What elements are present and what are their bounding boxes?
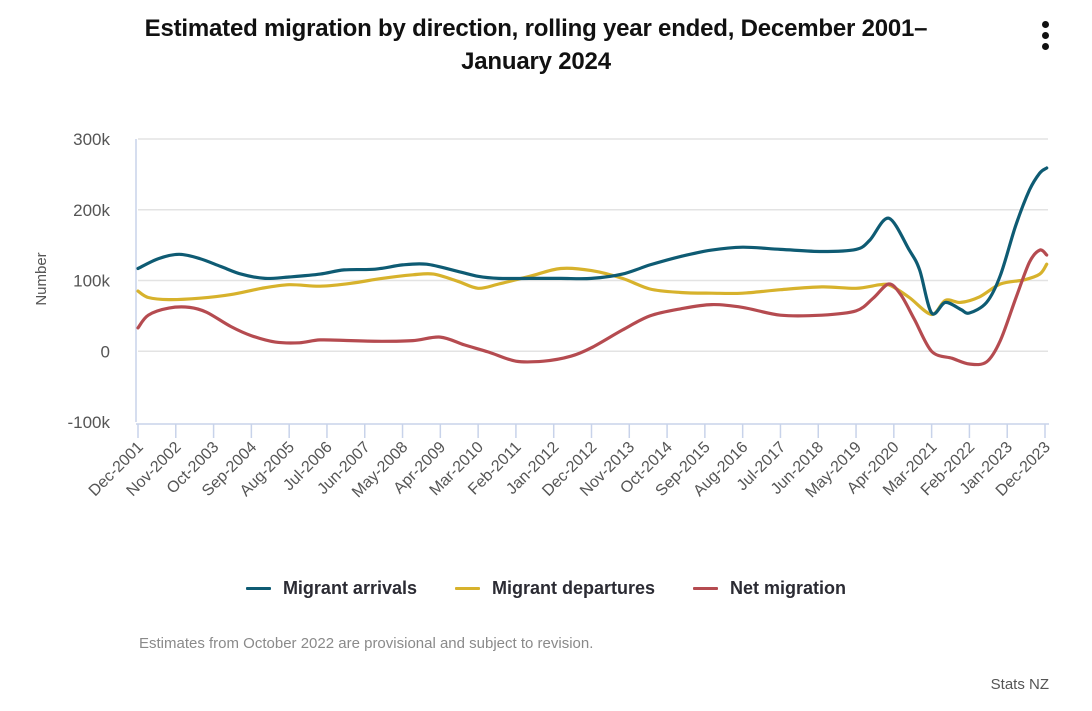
chart-menu-button[interactable] bbox=[1035, 18, 1055, 54]
series-line-net-migration bbox=[136, 248, 1049, 367]
legend-label: Migrant arrivals bbox=[282, 578, 417, 598]
axes bbox=[135, 139, 1049, 425]
series-lines bbox=[136, 166, 1049, 367]
x-axis-ticks: Dec-2001Nov-2002Oct-2003Sep-2004Aug-2005… bbox=[86, 424, 1054, 501]
source-credit: Stats NZ bbox=[990, 676, 1049, 693]
line-chart: -100k 0 100k 200k 300k Dec-2001Nov-2002Oct-2… bbox=[33, 130, 1054, 501]
y-tick-label: 0 bbox=[101, 342, 110, 361]
legend-swatch-arrivals bbox=[245, 587, 271, 590]
legend-item-migrant-arrivals[interactable]: Migrant arrivals bbox=[245, 578, 417, 599]
gridlines bbox=[138, 138, 1048, 352]
legend-swatch-departures bbox=[455, 587, 480, 590]
y-tick-label: 100k bbox=[73, 272, 110, 291]
legend-label: Net migration bbox=[730, 578, 847, 598]
series-line-migrant-departures bbox=[136, 262, 1049, 317]
y-axis-ticks: -100k 0 100k 200k 300k bbox=[67, 130, 110, 432]
y-axis-label: Number bbox=[33, 252, 50, 305]
chart-title: Estimated migration by direction, rollin… bbox=[144, 15, 928, 75]
series-line-migrant-arrivals bbox=[136, 166, 1049, 316]
vertical-ellipsis-icon bbox=[1035, 21, 1055, 50]
legend-item-migrant-departures[interactable]: Migrant departures bbox=[455, 578, 655, 599]
legend: Migrant arrivals Migrant departures Net … bbox=[0, 578, 1092, 599]
legend-label: Migrant departures bbox=[492, 578, 656, 598]
y-tick-label: -100k bbox=[67, 413, 110, 432]
legend-swatch-net bbox=[693, 587, 719, 590]
legend-item-net-migration[interactable]: Net migration bbox=[693, 578, 846, 599]
y-tick-label: 200k bbox=[73, 201, 110, 220]
footnote: Estimates from October 2022 are provisio… bbox=[139, 635, 594, 652]
y-tick-label: 300k bbox=[73, 130, 110, 149]
